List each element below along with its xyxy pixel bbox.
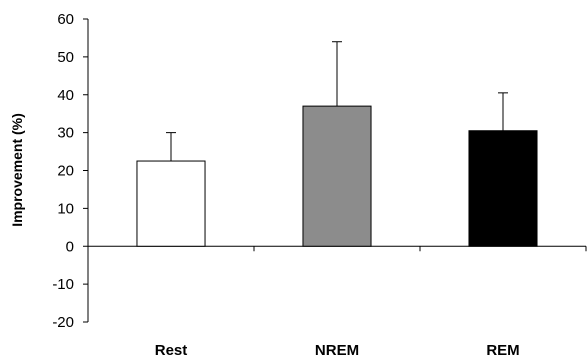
category-label-rem: REM <box>486 342 519 359</box>
bar-rem <box>468 130 538 247</box>
y-tick-label: 10 <box>57 200 74 217</box>
category-label-rest: Rest <box>155 342 188 359</box>
y-tick-label: 30 <box>57 125 74 142</box>
error-bars <box>166 41 508 162</box>
bars <box>136 105 538 247</box>
y-tick-label: -20 <box>52 314 74 331</box>
category-labels: Rest NREM REM <box>155 342 520 359</box>
bar-rest <box>136 160 206 247</box>
y-tick-label: 20 <box>57 163 74 180</box>
y-tick-label: 0 <box>66 238 74 255</box>
y-tick-label: 60 <box>57 11 74 28</box>
category-label-nrem: NREM <box>315 342 359 359</box>
x-axis <box>88 245 587 252</box>
y-tick-label: -10 <box>52 276 74 293</box>
bar-nrem <box>302 105 372 247</box>
y-axis-title: Improvement (%) <box>9 113 25 227</box>
y-axis: -20 -10 0 10 20 30 40 50 60 <box>52 11 89 331</box>
y-tick-label: 50 <box>57 49 74 66</box>
y-tick-label: 40 <box>57 87 74 104</box>
